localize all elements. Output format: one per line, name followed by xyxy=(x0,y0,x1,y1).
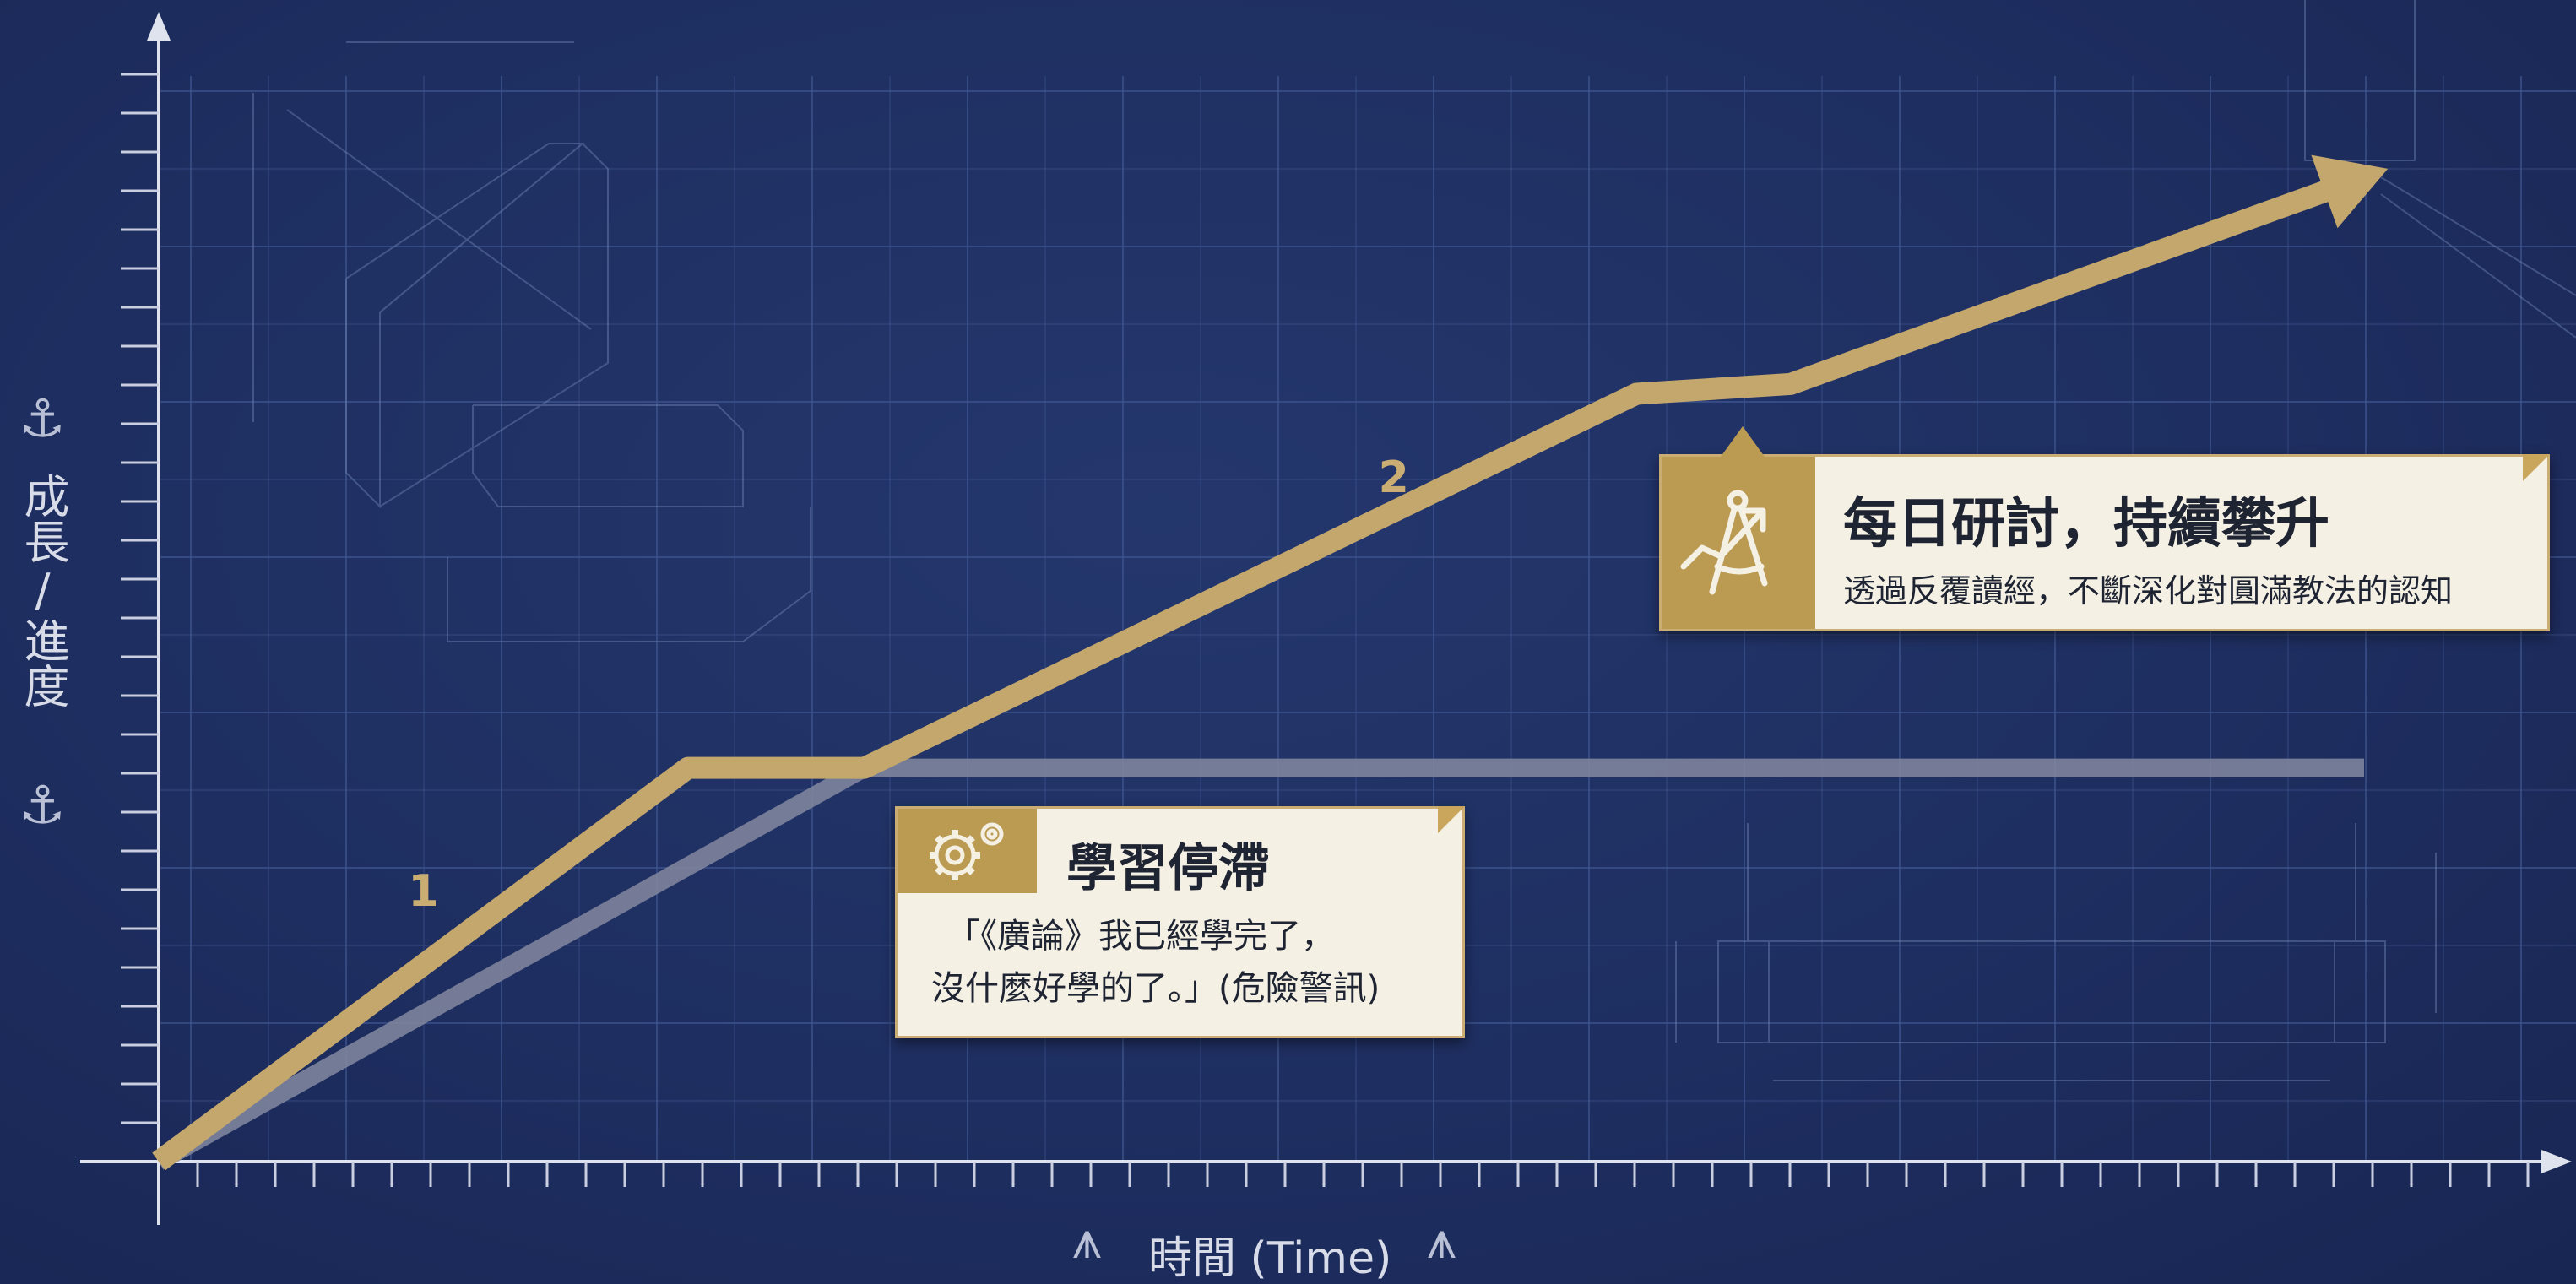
card-line: 「《廣論》我已經學完了， xyxy=(946,917,1335,956)
series-line-growth xyxy=(152,166,2368,1171)
compass-icon: ⩚ xyxy=(1427,1209,1456,1270)
annotation-card-stagnation: 學習停滯 「《廣論》我已經學完了， 沒什麼好學的了。」(危險警訊) xyxy=(895,806,1465,1038)
x-axis-arrow xyxy=(2541,1150,2572,1173)
card-fold xyxy=(2523,454,2550,481)
x-axis-label: 時間 (Time) xyxy=(1148,1233,1392,1284)
compass-growth-icon xyxy=(1680,490,1768,595)
compass-icon: ⩚ xyxy=(1072,1209,1102,1270)
anchor-icon: ⚓ xyxy=(19,387,66,449)
axis-ticks xyxy=(121,73,2530,1187)
card-line: 透過反覆讀經，不斷深化對圓滿教法的認知 xyxy=(1843,572,2454,609)
y-axis-label: 成長/進度 xyxy=(16,473,69,708)
card-line: 沒什麼好學的了。」(危險警訊) xyxy=(931,969,1380,1008)
series-arrowhead xyxy=(2311,154,2389,229)
card-icon-box xyxy=(898,809,1037,893)
series-label: 1 xyxy=(408,866,438,917)
series-label: 2 xyxy=(1379,452,1409,503)
card-title: 學習停滯 xyxy=(1066,839,1269,898)
gear-icon xyxy=(930,822,1004,880)
series-labels: 12 xyxy=(408,452,1408,917)
card-title: 每日研討，持續攀升 xyxy=(1843,493,2329,555)
card-icon-box xyxy=(1662,457,1815,629)
card-fold xyxy=(1438,806,1465,833)
series-group xyxy=(152,154,2389,1171)
anchor-icon: ⚓ xyxy=(19,774,66,836)
y-axis-arrow xyxy=(147,12,171,41)
card-pointer xyxy=(1721,426,1765,457)
blueprint-decoration xyxy=(252,0,2576,1081)
annotation-card-daily: 每日研討，持續攀升 透過反覆讀經，不斷深化對圓滿教法的認知 xyxy=(1659,426,2550,631)
